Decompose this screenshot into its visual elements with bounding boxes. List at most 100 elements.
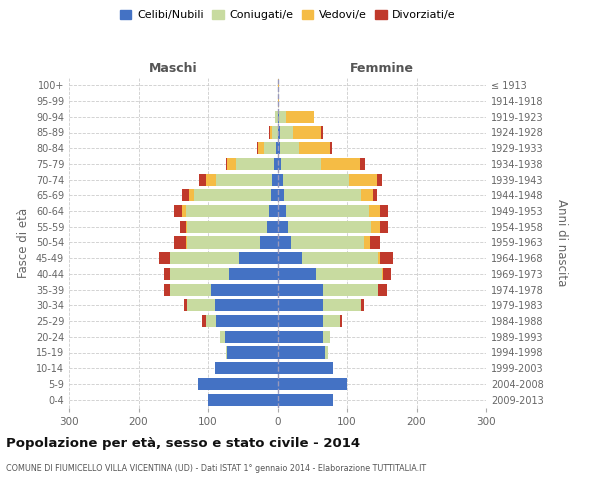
Bar: [321, 158, 359, 170]
Bar: [217, 315, 277, 327]
Bar: [236, 158, 274, 170]
Bar: [270, 126, 272, 138]
Bar: [197, 378, 277, 390]
Bar: [286, 205, 369, 217]
Bar: [323, 299, 361, 312]
Bar: [277, 346, 325, 358]
Bar: [226, 158, 227, 170]
Bar: [199, 174, 206, 186]
Bar: [299, 142, 331, 154]
Bar: [383, 268, 391, 280]
Bar: [267, 220, 277, 233]
Bar: [164, 268, 170, 280]
Bar: [263, 142, 276, 154]
Bar: [229, 268, 277, 280]
Bar: [208, 394, 277, 406]
Bar: [277, 158, 281, 170]
Y-axis label: Fasce di età: Fasce di età: [17, 208, 30, 278]
Bar: [227, 158, 236, 170]
Bar: [277, 330, 323, 343]
Bar: [160, 252, 170, 264]
Bar: [277, 189, 284, 202]
Bar: [302, 252, 378, 264]
Bar: [361, 299, 364, 312]
Bar: [277, 378, 347, 390]
Bar: [220, 330, 226, 343]
Text: Maschi: Maschi: [149, 62, 197, 75]
Bar: [292, 236, 364, 248]
Bar: [286, 110, 314, 123]
Bar: [186, 220, 187, 233]
Bar: [277, 220, 288, 233]
Bar: [371, 220, 380, 233]
Bar: [277, 299, 323, 312]
Bar: [227, 346, 277, 358]
Bar: [293, 126, 321, 138]
Bar: [340, 315, 342, 327]
Bar: [275, 110, 277, 123]
Bar: [277, 142, 280, 154]
Bar: [202, 315, 206, 327]
Bar: [206, 174, 217, 186]
Bar: [188, 189, 194, 202]
Bar: [182, 205, 186, 217]
Bar: [280, 142, 299, 154]
Bar: [226, 330, 277, 343]
Bar: [164, 284, 170, 296]
Bar: [369, 205, 380, 217]
Bar: [277, 95, 279, 107]
Bar: [380, 220, 388, 233]
Bar: [215, 299, 277, 312]
Bar: [382, 268, 383, 280]
Bar: [274, 158, 277, 170]
Bar: [284, 189, 361, 202]
Bar: [277, 315, 323, 327]
Bar: [194, 189, 271, 202]
Bar: [323, 315, 340, 327]
Bar: [187, 299, 215, 312]
Bar: [269, 126, 270, 138]
Bar: [380, 252, 393, 264]
Bar: [331, 142, 332, 154]
Bar: [260, 236, 277, 248]
Bar: [277, 110, 279, 123]
Bar: [277, 236, 292, 248]
Bar: [180, 220, 186, 233]
Bar: [239, 252, 277, 264]
Bar: [277, 394, 333, 406]
Bar: [323, 330, 329, 343]
Bar: [378, 252, 380, 264]
Text: COMUNE DI FIUMICELLO VILLA VICENTINA (UD) - Dati ISTAT 1° gennaio 2014 - Elabora: COMUNE DI FIUMICELLO VILLA VICENTINA (UD…: [6, 464, 426, 473]
Bar: [174, 236, 187, 248]
Bar: [226, 346, 227, 358]
Bar: [276, 142, 277, 154]
Bar: [361, 189, 373, 202]
Bar: [281, 158, 321, 170]
Bar: [288, 220, 371, 233]
Bar: [380, 205, 388, 217]
Bar: [217, 174, 272, 186]
Bar: [258, 142, 263, 154]
Bar: [182, 189, 188, 202]
Bar: [211, 284, 277, 296]
Bar: [280, 126, 293, 138]
Text: Femmine: Femmine: [350, 62, 414, 75]
Bar: [257, 142, 258, 154]
Bar: [272, 174, 277, 186]
Bar: [277, 362, 333, 374]
Bar: [359, 158, 365, 170]
Bar: [373, 189, 377, 202]
Bar: [349, 174, 377, 186]
Bar: [316, 268, 382, 280]
Bar: [377, 174, 382, 186]
Bar: [269, 205, 277, 217]
Bar: [283, 174, 349, 186]
Bar: [170, 252, 239, 264]
Bar: [321, 126, 323, 138]
Bar: [277, 174, 283, 186]
Text: Popolazione per età, sesso e stato civile - 2014: Popolazione per età, sesso e stato civil…: [6, 438, 360, 450]
Bar: [187, 236, 260, 248]
Bar: [174, 205, 182, 217]
Bar: [323, 284, 378, 296]
Bar: [277, 126, 280, 138]
